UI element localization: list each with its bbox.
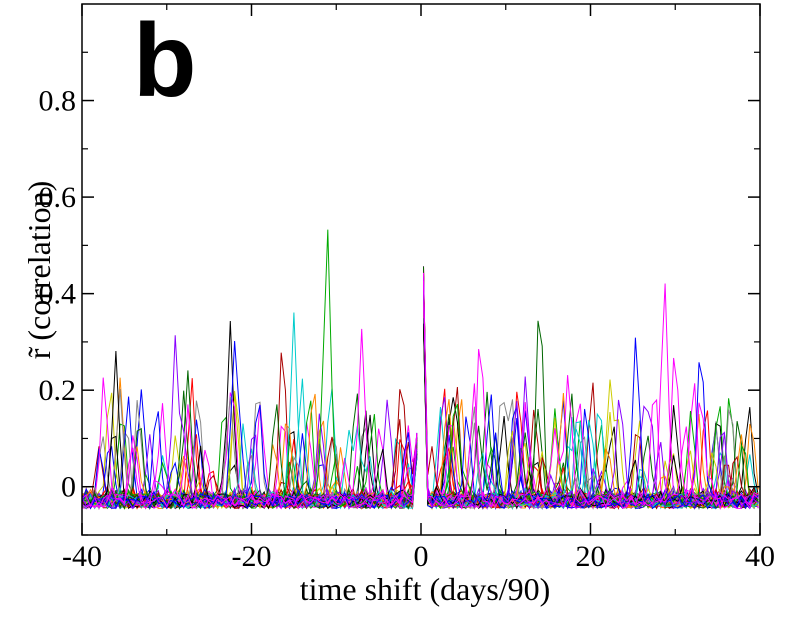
y-tick-label: 0 [61, 471, 76, 504]
x-tick-label: -40 [62, 540, 102, 573]
series-line-65-segment-negative [82, 340, 418, 510]
y-tick-label: 0.2 [39, 374, 77, 407]
y-tick-label: 0.6 [39, 181, 77, 214]
series-line-68-segment-positive [423, 285, 759, 510]
series-layer [82, 229, 759, 511]
x-axis-label: time shift (days/90) [300, 571, 551, 607]
series-line-64-segment-negative [82, 350, 418, 510]
y-axis-label: r̃ (correlation) [21, 181, 57, 360]
series-line-69-segment-positive [423, 280, 759, 509]
y-tick-label: 0.8 [39, 85, 77, 118]
tick-layer: -40 -20 0 20 40 0 0.2 0.4 0.6 0.8 [39, 4, 775, 573]
panel-label: b [133, 3, 197, 119]
x-tick-label: 20 [576, 540, 606, 573]
y-tick-label: 0.4 [39, 278, 77, 311]
x-tick-label: 40 [745, 540, 775, 573]
series-line-68-segment-negative [82, 335, 418, 510]
x-tick-label: -20 [232, 540, 272, 573]
series-line-69-segment-negative [82, 433, 418, 510]
series-line-66-segment-positive [423, 280, 759, 510]
x-tick-label: 0 [414, 540, 429, 573]
series-line-67-segment-negative [82, 404, 418, 510]
